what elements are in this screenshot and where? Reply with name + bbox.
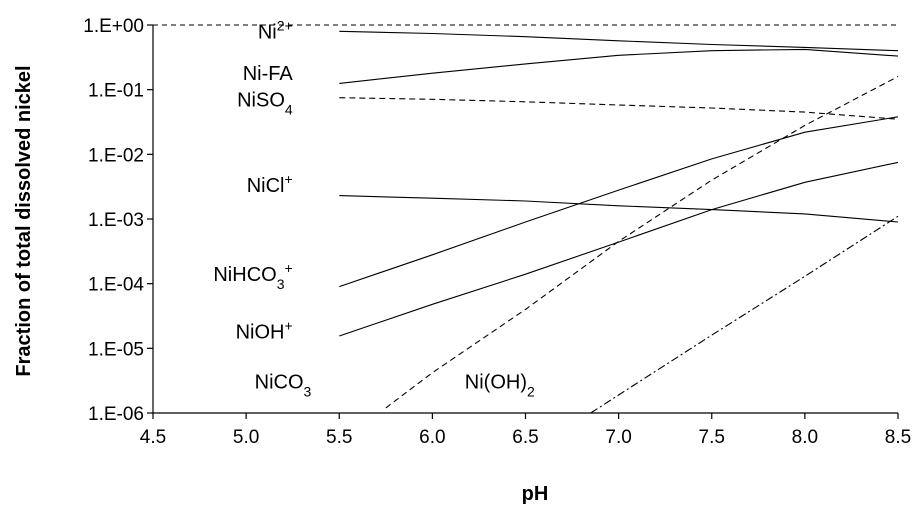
y-tick-label: 1.E-02	[88, 145, 144, 166]
y-axis-title: Fraction of total dissolved nickel	[13, 65, 35, 376]
axes	[147, 24, 899, 419]
y-tick-label: 1.E-01	[88, 81, 144, 102]
tick-labels: 1.E-06 1.E-05 1.E-04 1.E-03 1.E-02 1.E-01 1.E+…	[83, 16, 911, 448]
series-label-superscript: +	[285, 317, 293, 333]
x-axis-title: pH	[522, 483, 549, 505]
series-label-superscript: +	[285, 260, 293, 276]
x-tick-label: 6.5	[512, 427, 538, 448]
y-tick-label: 1.E-03	[88, 210, 144, 231]
series-line	[339, 48, 899, 84]
series-label-subscript: 3	[277, 276, 285, 292]
series-label: NiSO4	[237, 89, 293, 117]
series-label-superscript: +	[285, 171, 293, 187]
x-tick-label: 5.0	[233, 427, 259, 448]
x-tick-label: 7.0	[605, 427, 631, 448]
series-label-main: NiOH	[236, 321, 285, 343]
series-label-main: Ni-FA	[243, 63, 294, 85]
series-label-subscript: 4	[285, 101, 293, 117]
series-label-main: NiCl	[247, 175, 285, 197]
series-label: NiCO3	[255, 371, 312, 399]
series-label: Ni-FA	[243, 63, 294, 85]
series-line	[339, 161, 899, 337]
y-tick-label: 1.E-06	[88, 404, 144, 425]
y-tick-label: 1.E+00	[83, 16, 144, 37]
x-tick-label: 8.5	[885, 427, 911, 448]
series-label-main: Ni	[258, 21, 277, 43]
series-label-main: NiHCO	[213, 264, 276, 286]
series-label-main: Ni(OH)	[465, 371, 527, 393]
series-label-subscript: 2	[527, 383, 535, 399]
y-tick-label: 1.E-04	[88, 275, 144, 296]
x-tick-label: 7.5	[699, 427, 725, 448]
series-line	[339, 116, 899, 288]
y-tick-label: 1.E-05	[88, 339, 144, 360]
series-line	[385, 76, 899, 409]
series-line	[339, 195, 899, 223]
series-label: Ni2+	[258, 17, 293, 43]
series-line	[590, 215, 899, 414]
series-label: NiCl+	[247, 171, 293, 197]
series-label: NiHCO3+	[213, 260, 292, 292]
x-tick-label: 5.5	[326, 427, 352, 448]
series-label-subscript: 3	[304, 383, 312, 399]
series-label-main: NiCO	[255, 371, 304, 393]
series-lines	[339, 30, 899, 414]
series-line	[339, 30, 899, 52]
series-label: Ni(OH)2	[465, 371, 535, 399]
series-label-superscript: 2+	[277, 17, 293, 33]
x-tick-label: 6.0	[419, 427, 445, 448]
series-label: NiOH+	[236, 317, 293, 343]
x-tick-label: 8.0	[792, 427, 818, 448]
series-label-main: NiSO	[237, 89, 285, 111]
series-line	[339, 97, 899, 120]
x-tick-label: 4.5	[140, 427, 166, 448]
